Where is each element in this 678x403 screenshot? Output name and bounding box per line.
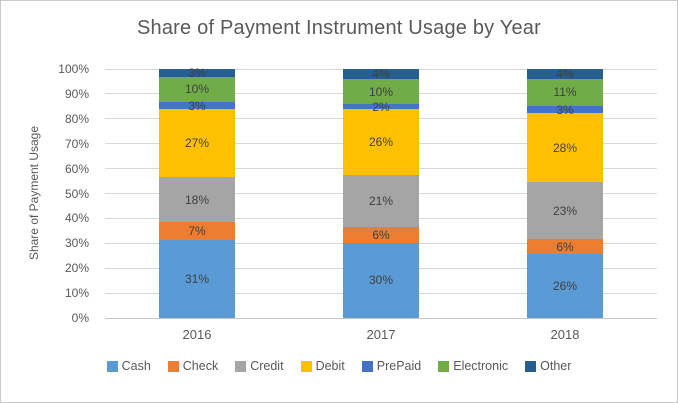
legend-label: Other — [540, 359, 572, 373]
x-tick-label-2018: 2018 — [550, 327, 580, 342]
x-tick-label-2016: 2016 — [182, 327, 212, 342]
bar-segment-credit-2017: 21% — [343, 174, 419, 228]
segment-data-label: 18% — [184, 192, 210, 207]
bar-segment-debit-2018: 28% — [527, 113, 603, 183]
y-tick-label: 100% — [58, 62, 89, 76]
y-tick-label: 20% — [64, 261, 89, 276]
segment-data-label: 7% — [188, 224, 206, 239]
y-tick-label: 90% — [64, 86, 89, 101]
legend-swatch-icon — [106, 360, 118, 372]
segment-data-label: 27% — [184, 136, 210, 151]
segment-data-label: 2% — [372, 99, 390, 114]
plot-area: 31% 7% 18% 27% 3% 10% 3% 30% 6% 21% 26% 2% 10% 4% 26% 6… — [105, 65, 657, 319]
bar-segment-credit-2016: 18% — [159, 177, 235, 223]
segment-data-label: 6% — [372, 228, 390, 242]
legend-item-debit: Debit — [300, 359, 345, 373]
bar-segment-debit-2017: 26% — [343, 109, 419, 175]
bar-segment-prepaid-2016: 3% — [159, 98, 235, 113]
legend-label: Debit — [315, 359, 345, 373]
legend-label: Cash — [121, 359, 151, 373]
bar-segment-check-2018: 6% — [527, 239, 603, 254]
segment-data-label: 3% — [188, 65, 206, 80]
legend-item-electronic: Electronic — [438, 359, 508, 373]
segment-data-label: 3% — [556, 102, 574, 117]
segment-data-label: 10% — [368, 84, 394, 99]
segment-data-label: 21% — [368, 194, 394, 209]
bar-segment-prepaid-2017: 2% — [343, 101, 419, 113]
legend: Cash Check Credit Debit PrePaid Electronic Oth… — [1, 359, 677, 373]
segment-data-label: 31% — [184, 272, 210, 287]
segment-data-label: 6% — [556, 239, 574, 254]
bar-segment-cash-2018: 26% — [527, 253, 603, 318]
y-tick-label: 10% — [64, 286, 89, 301]
legend-swatch-icon — [300, 360, 312, 372]
segment-data-label: 30% — [368, 273, 394, 288]
legend-item-prepaid: PrePaid — [361, 359, 422, 373]
legend-item-cash: Cash — [106, 359, 151, 373]
chart-title: Share of Payment Instrument Usage by Yea… — [137, 17, 541, 39]
stacked-bar-2017: 30% 6% 21% 26% 2% 10% 4% — [343, 67, 419, 318]
legend-swatch-icon — [361, 360, 373, 372]
legend-item-credit: Credit — [235, 359, 284, 373]
legend-label: Check — [182, 359, 219, 373]
legend-label: Credit — [250, 359, 284, 373]
legend-label: Electronic — [453, 359, 509, 373]
x-axis-ticks: 2016 2017 2018 — [105, 327, 657, 345]
segment-data-label: 26% — [552, 278, 578, 293]
y-tick-label: 50% — [64, 186, 89, 201]
bar-segment-credit-2018: 23% — [527, 182, 603, 240]
legend-item-check: Check — [167, 359, 219, 373]
stacked-bar-2018: 26% 6% 23% 28% 3% 11% 4% — [527, 67, 603, 318]
bar-segment-other-2018: 4% — [527, 67, 603, 81]
legend-item-other: Other — [525, 359, 571, 373]
x-tick-label-2017: 2017 — [366, 327, 396, 342]
legend-swatch-icon — [525, 360, 537, 372]
stacked-bar-2016: 31% 7% 18% 27% 3% 10% 3% — [159, 65, 235, 318]
segment-data-label: 3% — [188, 98, 206, 113]
legend-swatch-icon — [438, 360, 450, 372]
bar-segment-cash-2016: 31% — [159, 240, 235, 318]
legend-swatch-icon — [235, 360, 247, 372]
x-axis-line — [105, 318, 657, 319]
bar-segment-other-2017: 4% — [343, 67, 419, 82]
legend-label: PrePaid — [376, 359, 422, 373]
y-tick-label: 60% — [64, 161, 89, 176]
bar-segment-electronic-2017: 10% — [343, 79, 419, 105]
gridline — [105, 68, 657, 70]
y-axis-ticks: 0% 10% 20% 30% 40% 50% 60% 70% 80% 90% 100% — [1, 62, 97, 325]
segment-data-label: 23% — [552, 203, 578, 218]
bar-segment-electronic-2016: 10% — [159, 76, 235, 102]
bar-segment-check-2016: 7% — [159, 222, 235, 241]
segment-data-label: 4% — [556, 67, 574, 81]
bar-segment-check-2017: 6% — [343, 227, 419, 243]
bar-segment-debit-2016: 27% — [159, 109, 235, 178]
segment-data-label: 26% — [368, 134, 394, 149]
bar-segment-electronic-2018: 11% — [527, 78, 603, 107]
y-tick-label: 70% — [64, 136, 89, 151]
y-tick-label: 30% — [64, 236, 89, 251]
bar-segment-cash-2017: 30% — [343, 242, 419, 318]
legend-swatch-icon — [167, 360, 179, 372]
y-tick-label: 40% — [64, 211, 89, 226]
y-tick-label: 80% — [64, 111, 89, 126]
segment-data-label: 4% — [372, 67, 390, 82]
bar-segment-prepaid-2018: 3% — [527, 102, 603, 117]
segment-data-label: 28% — [552, 140, 578, 155]
segment-data-label: 10% — [184, 82, 210, 97]
segment-data-label: 11% — [553, 85, 577, 100]
y-tick-label: 0% — [71, 311, 89, 325]
bar-segment-other-2016: 3% — [159, 65, 235, 80]
